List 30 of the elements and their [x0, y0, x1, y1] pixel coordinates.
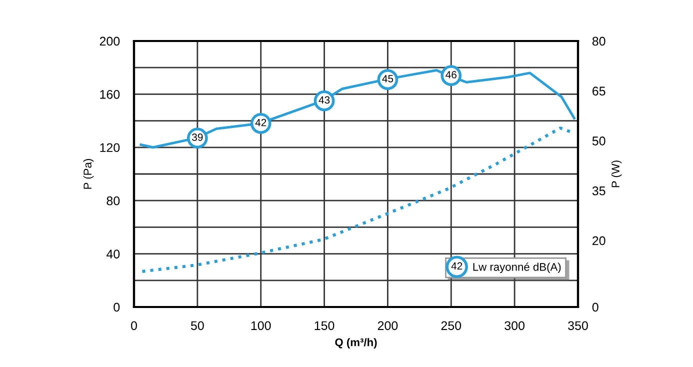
x-tick-label: 200 — [378, 321, 398, 330]
x-tick-label: 300 — [504, 321, 525, 330]
legend-label: Lw rayonné dB(A) — [473, 262, 561, 274]
x-tick-label: 50 — [190, 321, 204, 330]
x-tick-label: 0 — [131, 321, 137, 330]
annotation: 39 — [192, 134, 203, 141]
y2-tick-label: 65 — [592, 86, 606, 96]
text: 42 — [451, 262, 462, 270]
y-tick-label: 160 — [100, 90, 120, 99]
annotation: 42 — [255, 118, 266, 126]
y2-tick-label: 80 — [592, 36, 606, 46]
y-axis-title: P (Pa) — [83, 159, 94, 189]
y2-axis-title: P (W) — [611, 160, 622, 188]
annotation: 46 — [446, 71, 456, 78]
y-tick-label: 200 — [100, 36, 120, 46]
y2-tick-label: 20 — [592, 236, 606, 246]
annotation: 45 — [382, 75, 394, 82]
y-tick-label: 40 — [106, 250, 120, 258]
x-tick-label: 250 — [441, 321, 462, 330]
y2-tick-label: 0 — [592, 302, 598, 312]
x-tick-label: 150 — [314, 321, 334, 330]
y2-tick-label: 50 — [592, 136, 606, 146]
y-tick-label: 0 — [114, 302, 120, 312]
y-tick-label: 120 — [100, 143, 120, 152]
x-tick-label: 350 — [568, 321, 588, 330]
y2-tick-label: 35 — [592, 186, 606, 196]
x-axis-title: Q (m³/h) — [335, 338, 377, 348]
annotation: 43 — [318, 96, 330, 104]
x-tick-label: 100 — [251, 321, 271, 330]
y-tick-label: 80 — [106, 196, 120, 206]
